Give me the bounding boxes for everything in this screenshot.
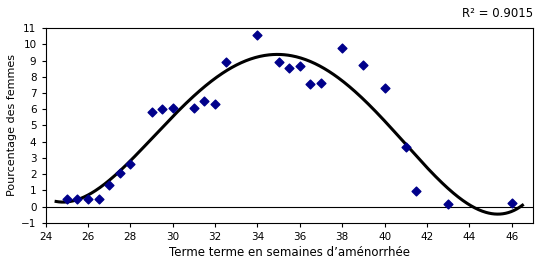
Point — [73, 196, 82, 201]
Point — [105, 182, 113, 187]
Point — [84, 196, 92, 201]
Point — [402, 145, 410, 149]
Point — [285, 66, 294, 70]
Point — [94, 196, 103, 201]
Point — [63, 197, 71, 201]
Point — [116, 171, 124, 175]
Point — [444, 202, 453, 206]
X-axis label: Terme terme en semaines d’aménorrhée: Terme terme en semaines d’aménorrhée — [169, 246, 410, 259]
Y-axis label: Pourcentage des femmes: Pourcentage des femmes — [7, 55, 17, 197]
Point — [168, 106, 177, 111]
Point — [126, 161, 134, 166]
Point — [317, 81, 326, 85]
Point — [274, 60, 283, 64]
Point — [200, 99, 209, 103]
Point — [359, 63, 368, 68]
Point — [508, 201, 516, 206]
Text: R² = 0.9015: R² = 0.9015 — [462, 7, 533, 20]
Point — [211, 101, 219, 106]
Point — [306, 82, 315, 86]
Point — [221, 60, 230, 64]
Point — [412, 189, 421, 193]
Point — [253, 33, 262, 38]
Point — [147, 110, 156, 114]
Point — [295, 64, 304, 68]
Point — [190, 106, 198, 110]
Point — [338, 46, 347, 51]
Point — [158, 107, 166, 111]
Point — [380, 86, 389, 90]
